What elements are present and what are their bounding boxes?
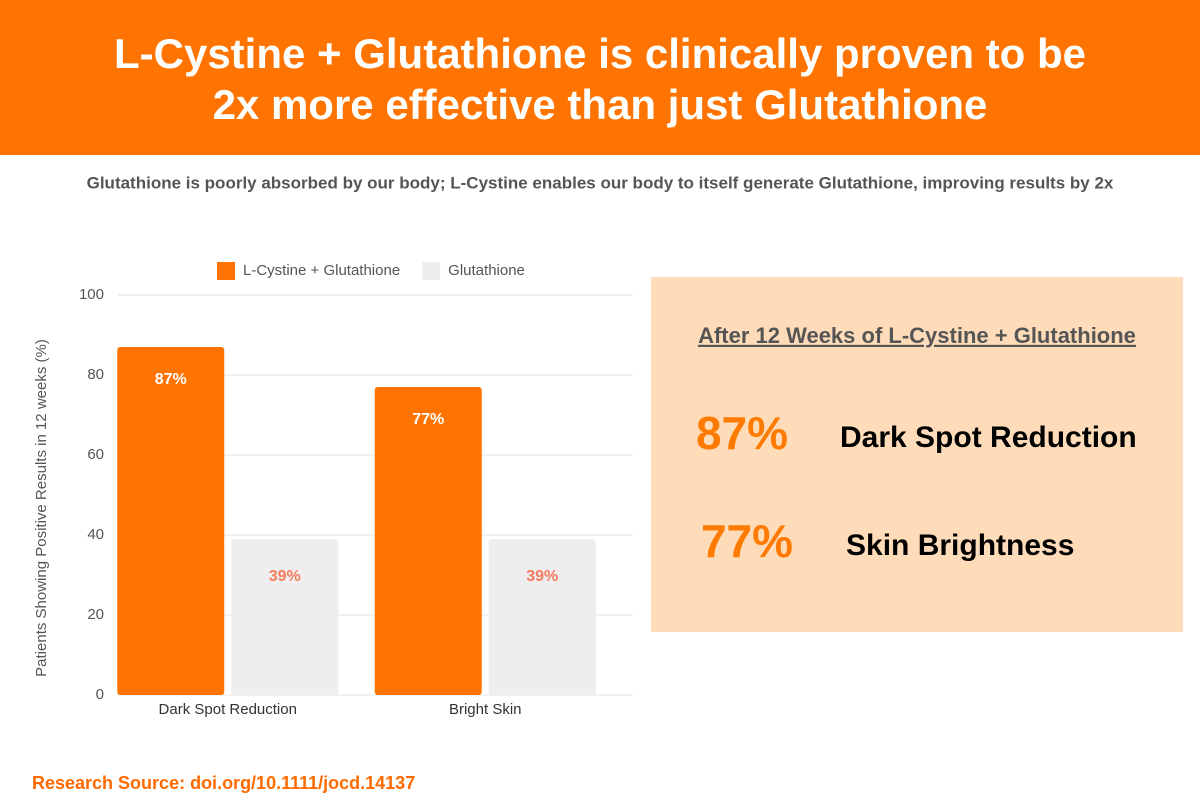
y-tick-label: 80 xyxy=(87,366,104,383)
bar xyxy=(231,539,339,695)
y-tick-label: 20 xyxy=(87,606,104,623)
y-tick-label: 40 xyxy=(87,526,104,543)
bar-value-label: 77% xyxy=(412,411,444,428)
y-tick-label: 100 xyxy=(79,286,104,303)
x-tick-label: Dark Spot Reduction xyxy=(159,701,297,718)
bar-value-label: 39% xyxy=(526,568,558,585)
legend-swatch xyxy=(422,262,441,280)
legend-label: Glutathione xyxy=(448,262,525,279)
title-line: 2x more effective than just Glutathione xyxy=(213,81,988,128)
bar-value-label: 39% xyxy=(269,568,301,585)
bar xyxy=(488,539,596,695)
summary-value: 77% xyxy=(701,515,793,567)
summary-panel xyxy=(651,277,1183,632)
bar-value-label: 87% xyxy=(155,371,187,388)
summary-label: Dark Spot Reduction xyxy=(840,421,1137,454)
legend-label: L-Cystine + Glutathione xyxy=(243,262,400,279)
y-axis-label: Patients Showing Positive Results in 12 … xyxy=(33,339,50,677)
y-tick-label: 60 xyxy=(87,446,104,463)
bar xyxy=(117,347,225,695)
summary-value: 87% xyxy=(696,407,788,459)
bar xyxy=(374,387,482,695)
x-tick-label: Bright Skin xyxy=(449,701,522,718)
y-tick-label: 0 xyxy=(96,686,104,703)
source: Research Source: doi.org/10.1111/jocd.14… xyxy=(32,773,415,793)
summary-label: Skin Brightness xyxy=(846,529,1074,562)
legend-swatch xyxy=(217,262,235,280)
header-band xyxy=(0,0,1200,155)
summary-title: After 12 Weeks of L-Cystine + Glutathion… xyxy=(698,323,1136,348)
subtitle: Glutathione is poorly absorbed by our bo… xyxy=(87,173,1114,192)
title-line: L-Cystine + Glutathione is clinically pr… xyxy=(114,30,1086,77)
